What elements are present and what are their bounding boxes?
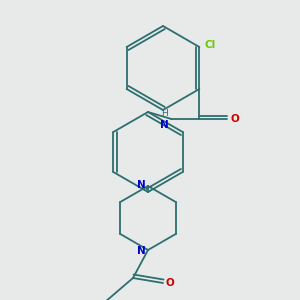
Text: O: O (166, 278, 175, 288)
Text: N: N (137, 180, 146, 190)
Text: N: N (137, 246, 146, 256)
Text: H: H (162, 109, 168, 118)
Text: Cl: Cl (204, 40, 216, 50)
Text: O: O (230, 114, 239, 124)
Text: N: N (160, 120, 168, 130)
